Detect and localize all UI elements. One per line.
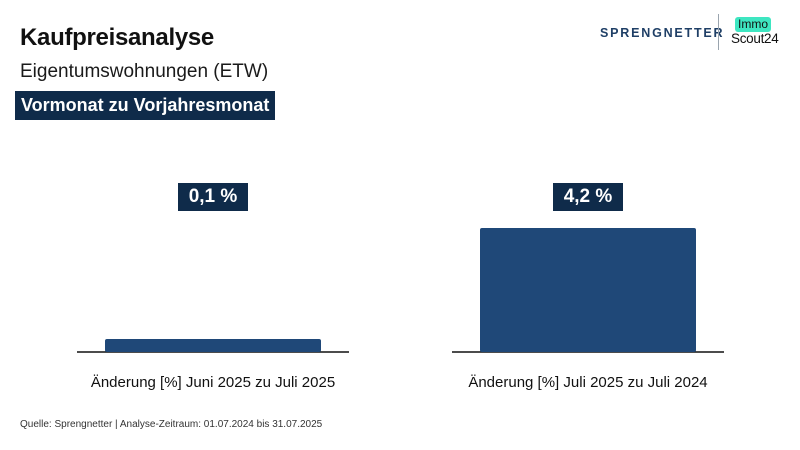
data-label-1: 4,2 % — [553, 183, 623, 211]
immo-badge: Immo — [735, 17, 771, 32]
bar-0 — [105, 339, 321, 352]
comparison-banner: Vormonat zu Vorjahresmonat — [15, 91, 276, 120]
category-label-0: Änderung [%] Juni 2025 zu Juli 2025 — [90, 374, 336, 391]
logo-divider — [718, 14, 719, 50]
bar-1 — [480, 228, 696, 352]
source-note: Quelle: Sprengnetter | Analyse-Zeitraum:… — [20, 419, 323, 430]
category-label-1: Änderung [%] Juli 2025 zu Juli 2024 — [468, 374, 708, 391]
scout24-text: Scout24 — [731, 31, 779, 46]
data-label-0: 0,1 % — [178, 183, 248, 211]
sprengnetter-logo: SPRENGNETTER — [600, 22, 724, 44]
immoscout24-logo: Immo Scout24 — [731, 17, 779, 49]
sprengnetter-logo-text: SPRENGNETTER — [600, 26, 725, 40]
page-title: Kaufpreisanalyse — [20, 24, 214, 51]
page-subtitle: Eigentumswohnungen (ETW) — [20, 61, 269, 82]
